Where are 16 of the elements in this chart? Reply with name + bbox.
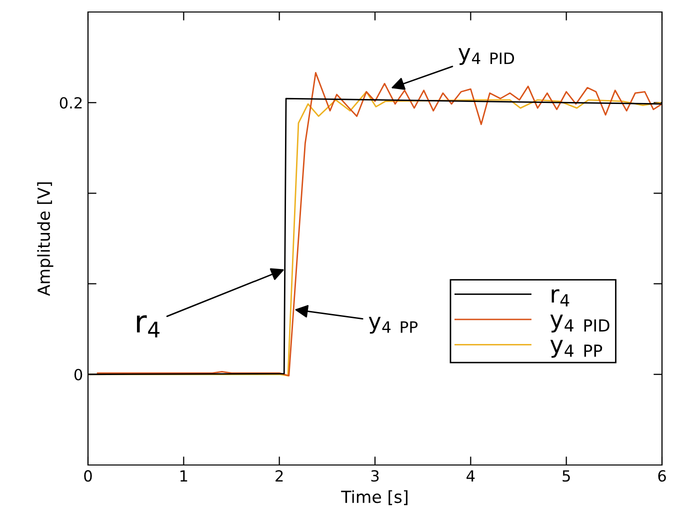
x-tick-label: 3 bbox=[371, 470, 379, 482]
y-axis-title: Amplitude [V] bbox=[37, 182, 54, 296]
x-tick-label: 1 bbox=[180, 470, 188, 482]
annotation: r$_{4}$ bbox=[136, 315, 160, 338]
x-tick-label: 4 bbox=[466, 470, 475, 482]
x-tick-label: 6 bbox=[658, 470, 666, 482]
annotation: y$_{4 PP}$ bbox=[368, 316, 418, 334]
y-tick-label: 0.2 bbox=[60, 97, 82, 109]
x-axis-title: Time [s] bbox=[341, 490, 408, 506]
x-tick-label: 5 bbox=[562, 470, 570, 482]
legend-label: r$_{4}$ bbox=[552, 289, 570, 306]
legend-label: y$_{4 PID}$ bbox=[550, 314, 610, 332]
legend-label: y$_{4 PP}$ bbox=[550, 340, 602, 358]
x-tick-label: 2 bbox=[276, 470, 283, 482]
x-tick-label: 0 bbox=[84, 470, 92, 482]
annotation: y$_{4 PID}$ bbox=[458, 48, 514, 65]
